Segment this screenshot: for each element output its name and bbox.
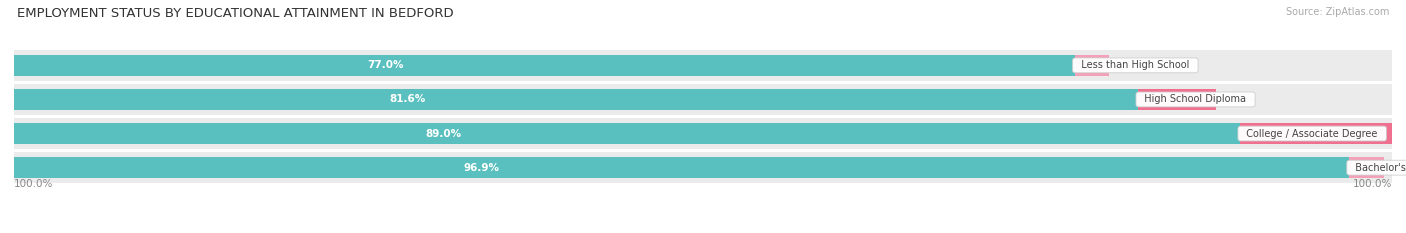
Text: 100.0%: 100.0% <box>14 179 53 189</box>
Text: College / Associate Degree: College / Associate Degree <box>1240 129 1384 139</box>
Bar <box>1076 55 1109 76</box>
Bar <box>14 84 1392 115</box>
Bar <box>1350 157 1384 178</box>
Text: 0.0%: 0.0% <box>1123 60 1150 70</box>
Bar <box>1139 89 1216 110</box>
Text: 96.9%: 96.9% <box>464 163 499 173</box>
Text: High School Diploma: High School Diploma <box>1139 94 1253 104</box>
Text: 77.0%: 77.0% <box>367 60 404 70</box>
Text: Bachelor's Degree or higher: Bachelor's Degree or higher <box>1350 163 1406 173</box>
Text: 0.0%: 0.0% <box>1398 163 1406 173</box>
Bar <box>1240 123 1406 144</box>
Text: EMPLOYMENT STATUS BY EDUCATIONAL ATTAINMENT IN BEDFORD: EMPLOYMENT STATUS BY EDUCATIONAL ATTAINM… <box>17 7 454 20</box>
Bar <box>14 50 1392 81</box>
Text: Source: ZipAtlas.com: Source: ZipAtlas.com <box>1285 7 1389 17</box>
Text: 100.0%: 100.0% <box>1353 179 1392 189</box>
Bar <box>14 152 1392 183</box>
Bar <box>14 118 1392 149</box>
Bar <box>14 157 1350 178</box>
Text: 89.0%: 89.0% <box>425 129 461 139</box>
Text: Less than High School: Less than High School <box>1076 60 1195 70</box>
Text: 81.6%: 81.6% <box>389 94 426 104</box>
Bar <box>14 89 1139 110</box>
Bar <box>14 55 1076 76</box>
Text: 5.6%: 5.6% <box>1229 94 1256 104</box>
Bar <box>14 123 1240 144</box>
